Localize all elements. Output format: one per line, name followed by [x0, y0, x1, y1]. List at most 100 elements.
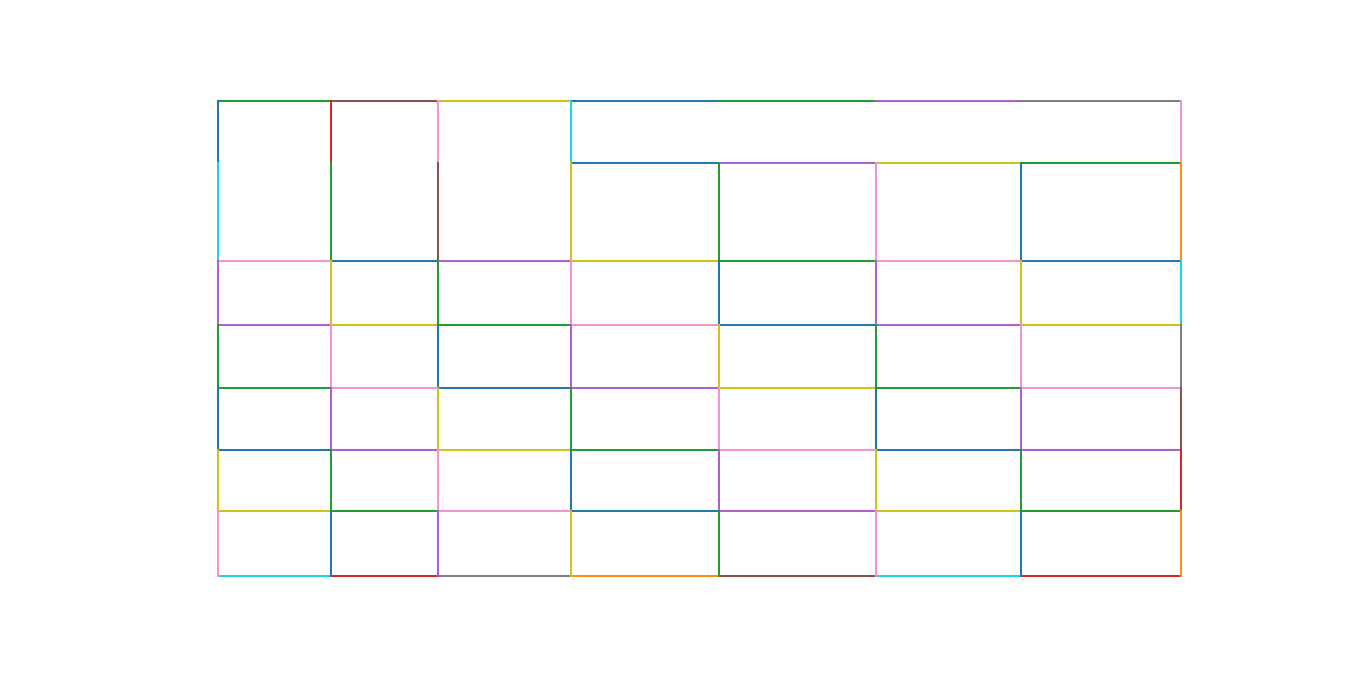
grid-edge-segment — [570, 260, 572, 326]
grid-edge-segment — [1020, 162, 1182, 164]
grid-edge-segment — [330, 449, 332, 512]
grid-edge-segment — [570, 449, 572, 512]
grid-edge-segment — [330, 510, 332, 577]
grid-edge-segment — [1180, 387, 1182, 451]
grid-edge-segment — [1020, 260, 1022, 326]
grid-edge-segment — [437, 324, 572, 326]
grid-edge-segment — [718, 162, 877, 164]
grid-edge-segment — [875, 510, 877, 577]
grid-edge-segment — [1020, 162, 1022, 262]
grid-edge-segment — [875, 260, 877, 326]
grid-edge-segment — [875, 449, 1022, 451]
grid-edge-segment — [1020, 100, 1182, 102]
grid-edge-segment — [718, 575, 877, 577]
grid-edge-segment — [718, 100, 877, 102]
grid-edge-segment — [437, 162, 439, 262]
grid-edge-segment — [1020, 449, 1182, 451]
grid-edge-segment — [437, 510, 572, 512]
grid-edge-segment — [437, 100, 572, 102]
grid-edge-segment — [437, 449, 572, 451]
grid-edge-segment — [1020, 324, 1022, 389]
grid-edge-segment — [570, 162, 572, 262]
grid-edge-segment — [718, 260, 877, 262]
grid-edge-segment — [330, 575, 439, 577]
grid-edge-segment — [437, 575, 572, 577]
grid-edge-segment — [1020, 449, 1022, 512]
grid-edge-segment — [570, 100, 572, 164]
grid-edge-segment — [718, 260, 720, 326]
grid-edge-segment — [330, 387, 439, 389]
grid-edge-segment — [718, 510, 877, 512]
grid-edge-segment — [330, 449, 439, 451]
grid-edge-segment — [1020, 387, 1182, 389]
grid-edge-segment — [718, 387, 720, 451]
grid-edge-segment — [570, 260, 720, 262]
grid-edge-segment — [570, 162, 720, 164]
grid-edge-segment — [1180, 260, 1182, 326]
grid-edge-segment — [570, 510, 720, 512]
grid-edge-segment — [437, 387, 439, 451]
grid-edge-segment — [570, 575, 720, 577]
grid-edge-segment — [217, 324, 332, 326]
grid-edge-segment — [875, 260, 1022, 262]
grid-edge-segment — [437, 324, 439, 389]
grid-edge-segment — [718, 510, 720, 577]
grid-edge-segment — [330, 260, 332, 326]
grid-edge-segment — [718, 387, 877, 389]
grid-edge-segment — [570, 324, 720, 326]
grid-edge-segment — [718, 324, 877, 326]
grid-edge-segment — [330, 510, 439, 512]
grid-edge-segment — [875, 162, 1022, 164]
grid-edge-segment — [217, 510, 219, 577]
grid-edge-segment — [570, 387, 720, 389]
grid-edge-segment — [217, 575, 332, 577]
grid-edge-segment — [217, 100, 332, 102]
grid-edge-segment — [570, 449, 720, 451]
grid-edge-segment — [330, 162, 332, 262]
grid-edge-segment — [875, 387, 877, 451]
grid-edge-segment — [570, 387, 572, 451]
grid-edge-segment — [570, 100, 720, 102]
grid-edge-segment — [1020, 260, 1182, 262]
grid-edge-segment — [875, 324, 1022, 326]
grid-edge-segment — [330, 100, 439, 102]
grid-edge-segment — [437, 100, 439, 164]
grid-edge-segment — [1020, 387, 1022, 451]
grid-edge-segment — [217, 324, 219, 389]
grid-edge-segment — [875, 387, 1022, 389]
grid-edge-segment — [1180, 449, 1182, 512]
grid-edge-segment — [217, 449, 332, 451]
grid-edge-segment — [1180, 510, 1182, 577]
grid-edge-segment — [217, 260, 219, 326]
grid-edge-segment — [217, 449, 219, 512]
grid-edge-segment — [1020, 510, 1182, 512]
grid-edge-segment — [437, 510, 439, 577]
grid-edge-segment — [718, 449, 877, 451]
grid-edge-segment — [875, 449, 877, 512]
grid-edge-segment — [330, 260, 439, 262]
grid-edge-segment — [1180, 162, 1182, 262]
grid-edge-segment — [330, 324, 332, 389]
grid-edge-segment — [1180, 100, 1182, 164]
grid-edge-segment — [217, 162, 219, 262]
grid-edge-segment — [570, 510, 572, 577]
grid-edge-segment — [437, 387, 572, 389]
grid-edge-segment — [330, 387, 332, 451]
grid-edge-segment — [437, 260, 572, 262]
grid-edge-segment — [217, 387, 219, 451]
grid-edge-segment — [1180, 324, 1182, 389]
grid-edge-segment — [1020, 510, 1022, 577]
grid-edge-segment — [875, 575, 1022, 577]
grid-edge-segment — [217, 260, 332, 262]
grid-edge-segment — [718, 324, 720, 389]
grid-edge-segment — [1020, 324, 1182, 326]
grid-edge-segment — [875, 324, 877, 389]
grid-edge-segment — [875, 510, 1022, 512]
grid-edge-segment — [718, 449, 720, 512]
grid-edge-segment — [330, 324, 439, 326]
grid-edge-segment — [437, 449, 439, 512]
grid-edge-segment — [875, 162, 877, 262]
grid-edge-segment — [217, 387, 332, 389]
grid-edge-segment — [718, 162, 720, 262]
